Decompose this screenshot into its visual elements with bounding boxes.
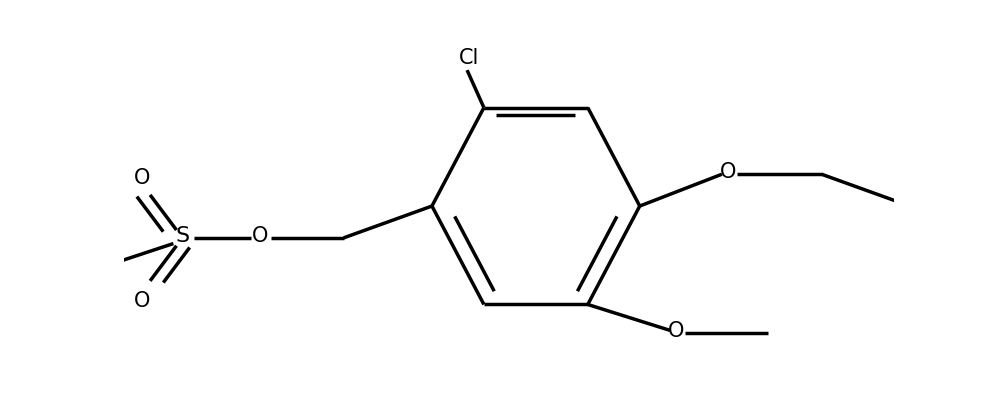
Text: O: O (668, 320, 684, 340)
Text: O: O (134, 291, 151, 310)
Text: O: O (252, 225, 269, 245)
Text: Cl: Cl (459, 48, 479, 68)
Text: O: O (134, 168, 151, 187)
Text: O: O (720, 162, 736, 182)
Text: S: S (176, 225, 190, 245)
